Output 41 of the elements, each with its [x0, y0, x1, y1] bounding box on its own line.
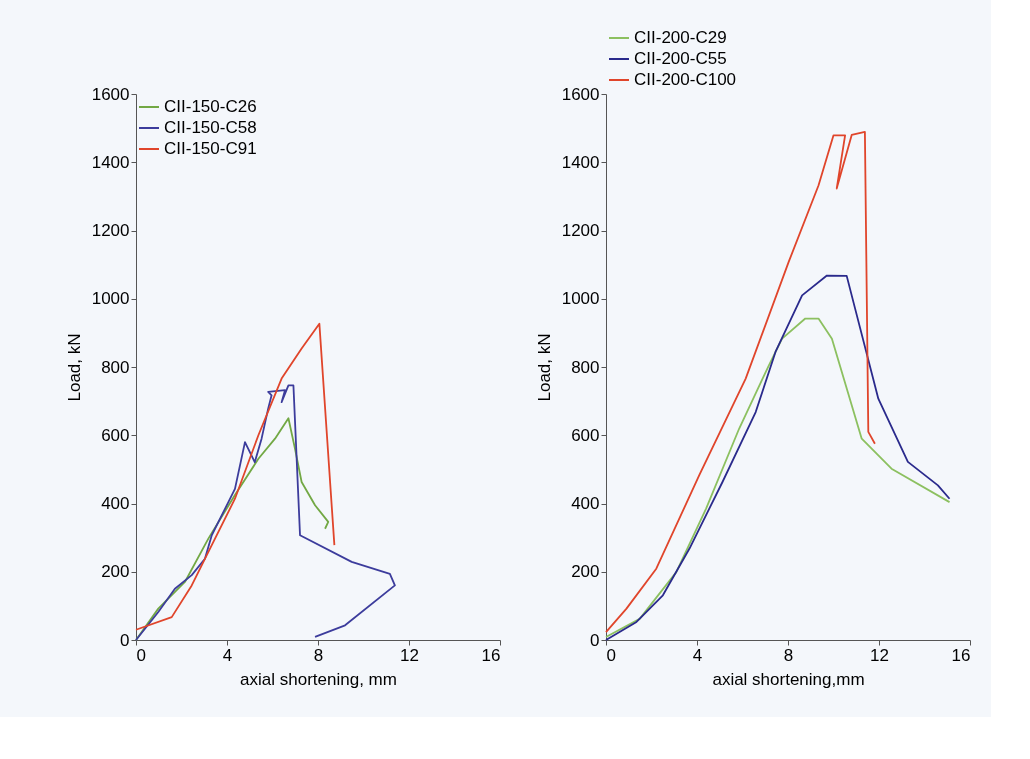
y-tick-label: 800 [571, 357, 600, 377]
legend-label: CII-150-C91 [164, 139, 257, 158]
x-tick-label: 8 [313, 645, 324, 665]
y-tick-label: 800 [101, 357, 130, 377]
y-tick-label: 1400 [561, 152, 600, 172]
y-tick-label: 600 [101, 425, 130, 445]
y-tick-label: 1400 [91, 152, 130, 172]
y-axis-title: Load, kN [64, 333, 84, 402]
legend-label: CII-150-C58 [164, 118, 257, 137]
y-tick-label: 1200 [91, 221, 130, 240]
y-tick-label: 1600 [91, 84, 130, 104]
x-tick-label: 4 [222, 645, 233, 665]
x-tick-label: 16 [951, 645, 971, 665]
y-tick-label: 1000 [561, 289, 600, 309]
y-axis-title: Load, kN [534, 333, 554, 402]
x-tick-label: 4 [692, 645, 703, 665]
y-tick-label: 400 [101, 494, 130, 513]
legend-label: CII-150-C26 [164, 97, 257, 116]
line-series [135, 322, 336, 631]
x-axis-title: axial shortening, mm [240, 669, 397, 689]
y-tick-label: 1200 [561, 221, 600, 240]
x-tick-label: 8 [783, 645, 794, 665]
y-tick-label: 1600 [561, 84, 600, 104]
y-tick-label: 1000 [91, 289, 130, 309]
x-tick-label: 12 [400, 645, 419, 665]
x-tick-label: 0 [136, 645, 146, 665]
x-axis-title: axial shortening,mm [712, 669, 865, 689]
y-tick-label: 0 [120, 630, 130, 650]
legend-label: CII-200-C100 [634, 70, 737, 89]
legend-label: CII-200-C55 [634, 49, 727, 68]
y-tick-label: 200 [101, 562, 130, 582]
line-series [605, 130, 876, 634]
y-tick-label: 400 [571, 494, 600, 513]
x-tick-label: 16 [481, 645, 501, 665]
line-series [135, 384, 396, 641]
y-tick-label: 200 [571, 562, 600, 582]
x-tick-label: 12 [870, 645, 889, 665]
y-tick-label: 600 [571, 425, 600, 445]
y-tick-label: 0 [590, 630, 600, 650]
x-tick-label: 0 [606, 645, 616, 665]
legend-label: CII-200-C29 [634, 28, 727, 47]
